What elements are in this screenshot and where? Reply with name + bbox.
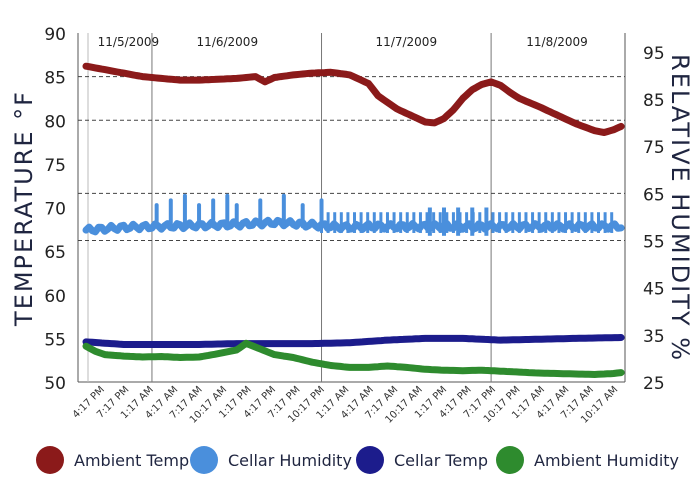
y-right-tick-label: 65: [643, 185, 665, 205]
date-label: 11/6/2009: [197, 35, 259, 49]
y-left-tick-label: 70: [44, 200, 66, 220]
y-right-tick-label: 55: [643, 233, 665, 253]
y-right-tick-label: 85: [643, 91, 665, 111]
date-label: 11/8/2009: [526, 35, 588, 49]
y-left-tick-label: 75: [44, 156, 66, 176]
series-line-ambient-humidity: [82, 339, 625, 378]
legend-swatch-cellar-temp: [356, 446, 384, 474]
y-right-tick-label: 35: [643, 327, 665, 347]
y-left-tick-label: 80: [44, 112, 66, 132]
date-label: 11/7/2009: [376, 35, 438, 49]
chart: 50 55 60 65 70 75 80 85 90 25 35 45 55 65 75 85 95 TEMPER…: [10, 25, 694, 426]
y-right-tick-label: 25: [643, 374, 665, 394]
date-label: 11/5/2009: [98, 35, 160, 49]
legend-item-cellar-humidity: Cellar Humidity: [190, 440, 352, 480]
legend-swatch-ambient-humidity: [496, 446, 524, 474]
y-right-tick-label: 95: [643, 44, 665, 64]
series-line-cellar-temp: [82, 334, 625, 348]
y-left-tick-label: 50: [44, 374, 66, 394]
y-left-tick-label: 90: [44, 25, 66, 45]
y-right-tick-label: 75: [643, 138, 665, 158]
y-right-tick-label: 45: [643, 280, 665, 300]
series-line-cellar-humidity: [82, 216, 625, 236]
legend-swatch-cellar-humidity: [190, 446, 218, 474]
legend-item-ambient-humidity: Ambient Humidity: [496, 440, 679, 480]
legend-item-cellar-temp: Cellar Temp: [356, 440, 488, 480]
series-line-ambient-temp: [82, 62, 625, 136]
y-left-tick-label: 55: [44, 330, 66, 350]
legend-item-ambient-temp: Ambient Temp: [36, 440, 189, 480]
y-left-tick-label: 60: [44, 287, 66, 307]
legend-swatch-ambient-temp: [36, 446, 64, 474]
y-right-axis-title: RELATIVE HUMIDITY %: [666, 54, 694, 362]
legend-label-ambient-temp: Ambient Temp: [74, 450, 190, 470]
legend-label-ambient-humidity: Ambient Humidity: [534, 450, 680, 470]
y-left-tick-label: 85: [44, 69, 66, 89]
y-left-axis-title: TEMPERATURE °F: [10, 90, 38, 327]
y-left-tick-label: 65: [44, 243, 66, 263]
legend-label-cellar-temp: Cellar Temp: [394, 450, 489, 470]
legend-label-cellar-humidity: Cellar Humidity: [228, 450, 352, 470]
legend: Ambient Temp Cellar Humidity Cellar Temp…: [0, 440, 700, 480]
